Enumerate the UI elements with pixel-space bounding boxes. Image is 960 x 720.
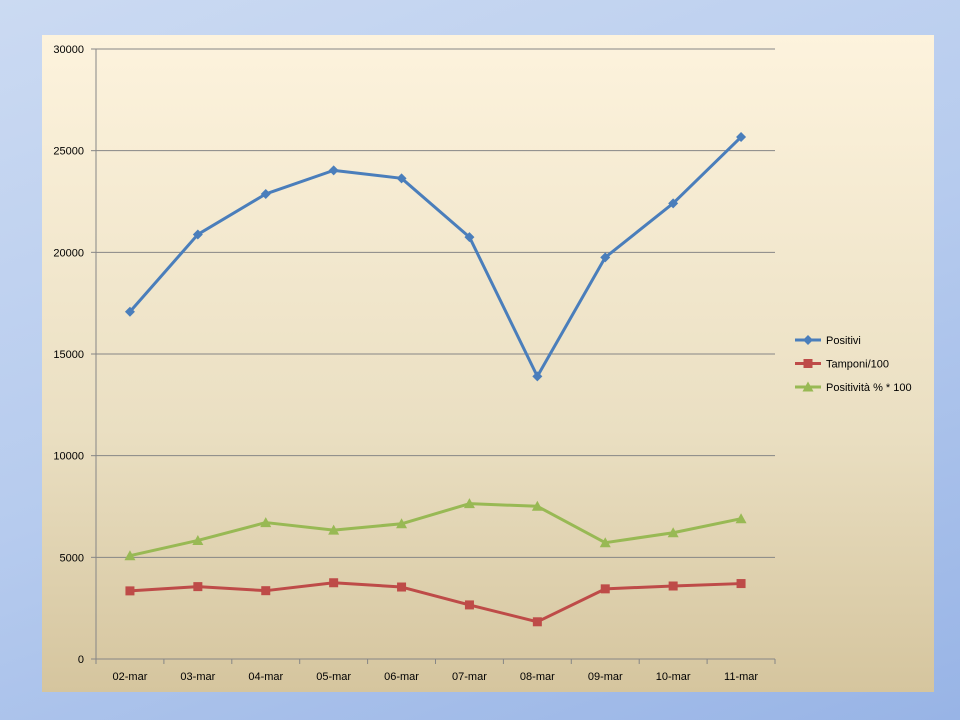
data-point — [192, 229, 203, 240]
legend-marker — [803, 359, 813, 368]
x-tick-label: 05-mar — [316, 671, 351, 683]
data-point — [193, 582, 203, 592]
series-2 — [124, 498, 747, 561]
data-point — [599, 537, 611, 548]
series-line — [128, 135, 743, 378]
data-point — [736, 132, 747, 143]
legend-label: Tamponi/100 — [826, 359, 889, 371]
x-tick-label: 04-mar — [248, 671, 283, 683]
data-point — [464, 600, 474, 610]
data-point — [125, 586, 135, 596]
data-point — [668, 581, 678, 591]
data-point — [397, 582, 407, 592]
x-tick-label: 02-mar — [113, 671, 148, 683]
data-point — [329, 578, 339, 588]
y-tick-label: 20000 — [53, 247, 84, 259]
series-1 — [125, 578, 746, 627]
y-tick-label: 5000 — [60, 552, 84, 564]
series-line — [129, 581, 742, 624]
data-point — [328, 524, 340, 535]
data-point — [260, 188, 271, 199]
data-point — [600, 584, 610, 594]
data-point — [531, 500, 543, 511]
y-tick-label: 10000 — [53, 451, 84, 463]
data-point — [600, 252, 611, 263]
legend-label: Positivi — [826, 335, 861, 347]
legend-item: Positività % * 100 — [795, 381, 912, 394]
legend-marker — [803, 335, 813, 345]
legend: Positivi Tamponi/100 Positività % * 100 — [795, 335, 912, 394]
data-point — [192, 534, 204, 545]
x-tick-label: 07-mar — [452, 671, 487, 683]
y-tick-label: 25000 — [53, 146, 84, 158]
data-point — [464, 232, 475, 243]
y-tick-label: 30000 — [53, 44, 84, 56]
data-point — [261, 586, 271, 596]
legend-item: Positivi — [795, 335, 861, 347]
chart-area — [42, 35, 934, 692]
data-point — [667, 527, 679, 538]
y-tick-label: 15000 — [53, 349, 84, 361]
gridlines — [96, 48, 775, 558]
x-tick-label: 10-mar — [656, 671, 691, 683]
x-tick-label: 11-mar — [724, 671, 758, 683]
series-0 — [124, 132, 747, 382]
data-point — [124, 550, 136, 561]
data-point — [532, 617, 542, 627]
data-point — [396, 173, 407, 184]
legend-marker — [802, 381, 814, 392]
x-tick-label: 09-mar — [588, 671, 623, 683]
data-point — [736, 579, 746, 589]
legend-item: Tamponi/100 — [795, 359, 889, 371]
x-tick-label: 06-mar — [384, 671, 419, 683]
y-tick-label: 0 — [78, 654, 84, 666]
data-point — [124, 306, 135, 317]
data-point — [668, 198, 679, 209]
legend-label: Positività % * 100 — [826, 382, 912, 394]
axes: 0 5000 10000 15000 20000 25000 30000 02-mar 03-m… — [53, 44, 776, 683]
data-point — [463, 498, 475, 509]
data-point — [328, 165, 339, 176]
data-point — [396, 518, 408, 529]
series-group — [124, 132, 747, 627]
data-point — [735, 513, 747, 524]
x-tick-label: 08-mar — [520, 671, 555, 683]
x-tick-label: 03-mar — [180, 671, 215, 683]
series-line — [129, 502, 742, 558]
data-point — [532, 371, 543, 382]
data-point — [260, 517, 272, 528]
